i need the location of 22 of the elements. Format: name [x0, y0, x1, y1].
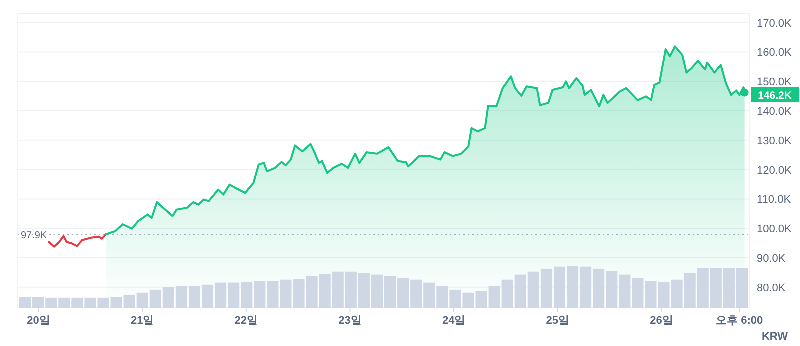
y-tick-label: 160.0K	[757, 47, 793, 60]
y-tick-label: 130.0K	[757, 135, 793, 148]
y-tick-label: 80.0K	[757, 282, 786, 294]
x-tick-label: 23일	[338, 315, 362, 327]
y-tick-label: 90.0K	[757, 253, 786, 266]
line-series	[48, 234, 108, 248]
y-tick-label: 150.0K	[757, 76, 793, 89]
x-tick-label: 20일	[27, 315, 50, 327]
y-tick-label: 170.0K	[757, 18, 793, 30]
y-tick-label: 100.0K	[757, 224, 793, 236]
x-tick-label: 21일	[130, 315, 154, 327]
y-axis-title: KRW	[762, 331, 789, 343]
x-tick-label: 25일	[546, 315, 570, 327]
x-tick-label: 24일	[442, 315, 466, 327]
ref-line-label: 97.9K	[21, 230, 48, 242]
x-tick-label: 22일	[234, 315, 258, 327]
y-tick-label: 140.0K	[757, 106, 793, 118]
x-tick-label: 오후 6:00	[716, 315, 764, 327]
x-tick-label: 26일	[650, 315, 674, 327]
annotation: 146.2K	[758, 90, 792, 102]
y-tick-label: 120.0K	[757, 164, 793, 177]
y-tick-label: 110.0K	[757, 194, 792, 206]
